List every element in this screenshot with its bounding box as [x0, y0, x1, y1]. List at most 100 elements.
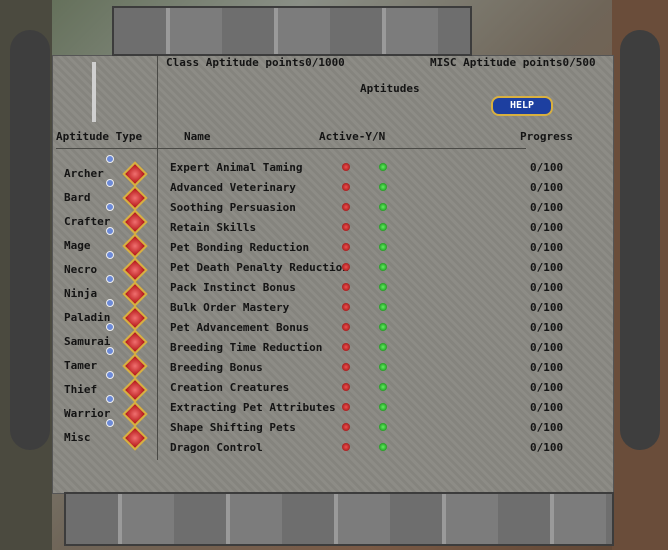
divider-v	[157, 56, 158, 460]
class-indicator	[106, 227, 114, 235]
top-ornament	[112, 6, 472, 56]
class-label: Mage	[64, 239, 91, 252]
title: Aptitudes	[360, 82, 420, 95]
deactivate-button[interactable]	[342, 423, 350, 431]
col-progress: Progress	[520, 130, 573, 143]
class-indicator	[106, 203, 114, 211]
aptitude-progress: 0/100	[530, 221, 564, 234]
deactivate-button[interactable]	[342, 263, 350, 271]
bottom-ornament	[64, 492, 614, 546]
aptitude-progress: 0/100	[530, 201, 564, 214]
activate-button[interactable]	[379, 363, 387, 371]
aptitude-progress: 0/100	[530, 361, 564, 374]
deactivate-button[interactable]	[342, 403, 350, 411]
class-label: Samurai	[64, 335, 111, 348]
aptitude-progress: 0/100	[530, 441, 564, 454]
dragon-right	[620, 30, 660, 450]
class-label: Archer	[64, 167, 104, 180]
deactivate-button[interactable]	[342, 223, 350, 231]
aptitude-name: Dragon Control	[170, 441, 263, 454]
aptitude-progress: 0/100	[530, 381, 564, 394]
class-label: Tamer	[64, 359, 98, 372]
deactivate-button[interactable]	[342, 343, 350, 351]
misc-points: MISC Aptitude points0/500	[430, 56, 596, 69]
class-indicator	[106, 275, 114, 283]
activate-button[interactable]	[379, 403, 387, 411]
class-indicator	[106, 395, 114, 403]
aptitude-name: Soothing Persuasion	[170, 201, 296, 214]
deactivate-button[interactable]	[342, 203, 350, 211]
aptitude-name: Shape Shifting Pets	[170, 421, 296, 434]
aptitude-progress: 0/100	[530, 281, 564, 294]
deactivate-button[interactable]	[342, 363, 350, 371]
deactivate-button[interactable]	[342, 383, 350, 391]
activate-button[interactable]	[379, 303, 387, 311]
class-label: Crafter	[64, 215, 111, 228]
activate-button[interactable]	[379, 423, 387, 431]
class-label: Necro	[64, 263, 98, 276]
activate-button[interactable]	[379, 443, 387, 451]
aptitude-name: Extracting Pet Attributes	[170, 401, 336, 414]
class-indicator	[106, 299, 114, 307]
aptitude-name: Pet Death Penalty Reduction	[170, 261, 349, 274]
aptitude-progress: 0/100	[530, 301, 564, 314]
class-indicator	[106, 179, 114, 187]
class-points: Class Aptitude points0/1000	[166, 56, 345, 69]
aptitude-name: Pet Bonding Reduction	[170, 241, 310, 254]
activate-button[interactable]	[379, 283, 387, 291]
activate-button[interactable]	[379, 243, 387, 251]
col-type: Aptitude Type	[56, 130, 143, 143]
aptitude-progress: 0/100	[530, 261, 564, 274]
aptitude-progress: 0/100	[530, 421, 564, 434]
class-label: Warrior	[64, 407, 111, 420]
aptitude-name: Breeding Bonus	[170, 361, 263, 374]
class-indicator	[106, 419, 114, 427]
activate-button[interactable]	[379, 383, 387, 391]
aptitude-name: Creation Creatures	[170, 381, 290, 394]
class-indicator	[106, 251, 114, 259]
aptitude-name: Pet Advancement Bonus	[170, 321, 310, 334]
aptitude-name: Bulk Order Mastery	[170, 301, 290, 314]
deactivate-button[interactable]	[342, 283, 350, 291]
aptitude-name: Pack Instinct Bonus	[170, 281, 296, 294]
activate-button[interactable]	[379, 203, 387, 211]
class-indicator	[106, 323, 114, 331]
aptitude-progress: 0/100	[530, 161, 564, 174]
divider-h	[56, 148, 526, 149]
dragon-left	[10, 30, 50, 450]
activate-button[interactable]	[379, 183, 387, 191]
class-label: Bard	[64, 191, 91, 204]
aptitude-name: Breeding Time Reduction	[170, 341, 323, 354]
col-name: Name	[184, 130, 211, 143]
class-indicator	[106, 155, 114, 163]
aptitude-name: Advanced Veterinary	[170, 181, 296, 194]
aptitude-name: Expert Animal Taming	[170, 161, 303, 174]
deactivate-button[interactable]	[342, 183, 350, 191]
class-label: Ninja	[64, 287, 98, 300]
activate-button[interactable]	[379, 263, 387, 271]
activate-button[interactable]	[379, 323, 387, 331]
class-label: Paladin	[64, 311, 111, 324]
help-button[interactable]: HELP	[491, 96, 553, 116]
aptitude-progress: 0/100	[530, 241, 564, 254]
activate-button[interactable]	[379, 223, 387, 231]
aptitude-progress: 0/100	[530, 401, 564, 414]
activate-button[interactable]	[379, 343, 387, 351]
ankh	[92, 62, 118, 122]
aptitude-name: Retain Skills	[170, 221, 257, 234]
deactivate-button[interactable]	[342, 163, 350, 171]
deactivate-button[interactable]	[342, 303, 350, 311]
aptitude-progress: 0/100	[530, 321, 564, 334]
panel	[52, 55, 614, 494]
aptitude-progress: 0/100	[530, 181, 564, 194]
deactivate-button[interactable]	[342, 323, 350, 331]
class-indicator	[106, 371, 114, 379]
aptitude-progress: 0/100	[530, 341, 564, 354]
deactivate-button[interactable]	[342, 443, 350, 451]
class-label: Thief	[64, 383, 98, 396]
activate-button[interactable]	[379, 163, 387, 171]
deactivate-button[interactable]	[342, 243, 350, 251]
col-active: Active-Y/N	[319, 130, 386, 143]
class-label: Misc	[64, 431, 91, 444]
